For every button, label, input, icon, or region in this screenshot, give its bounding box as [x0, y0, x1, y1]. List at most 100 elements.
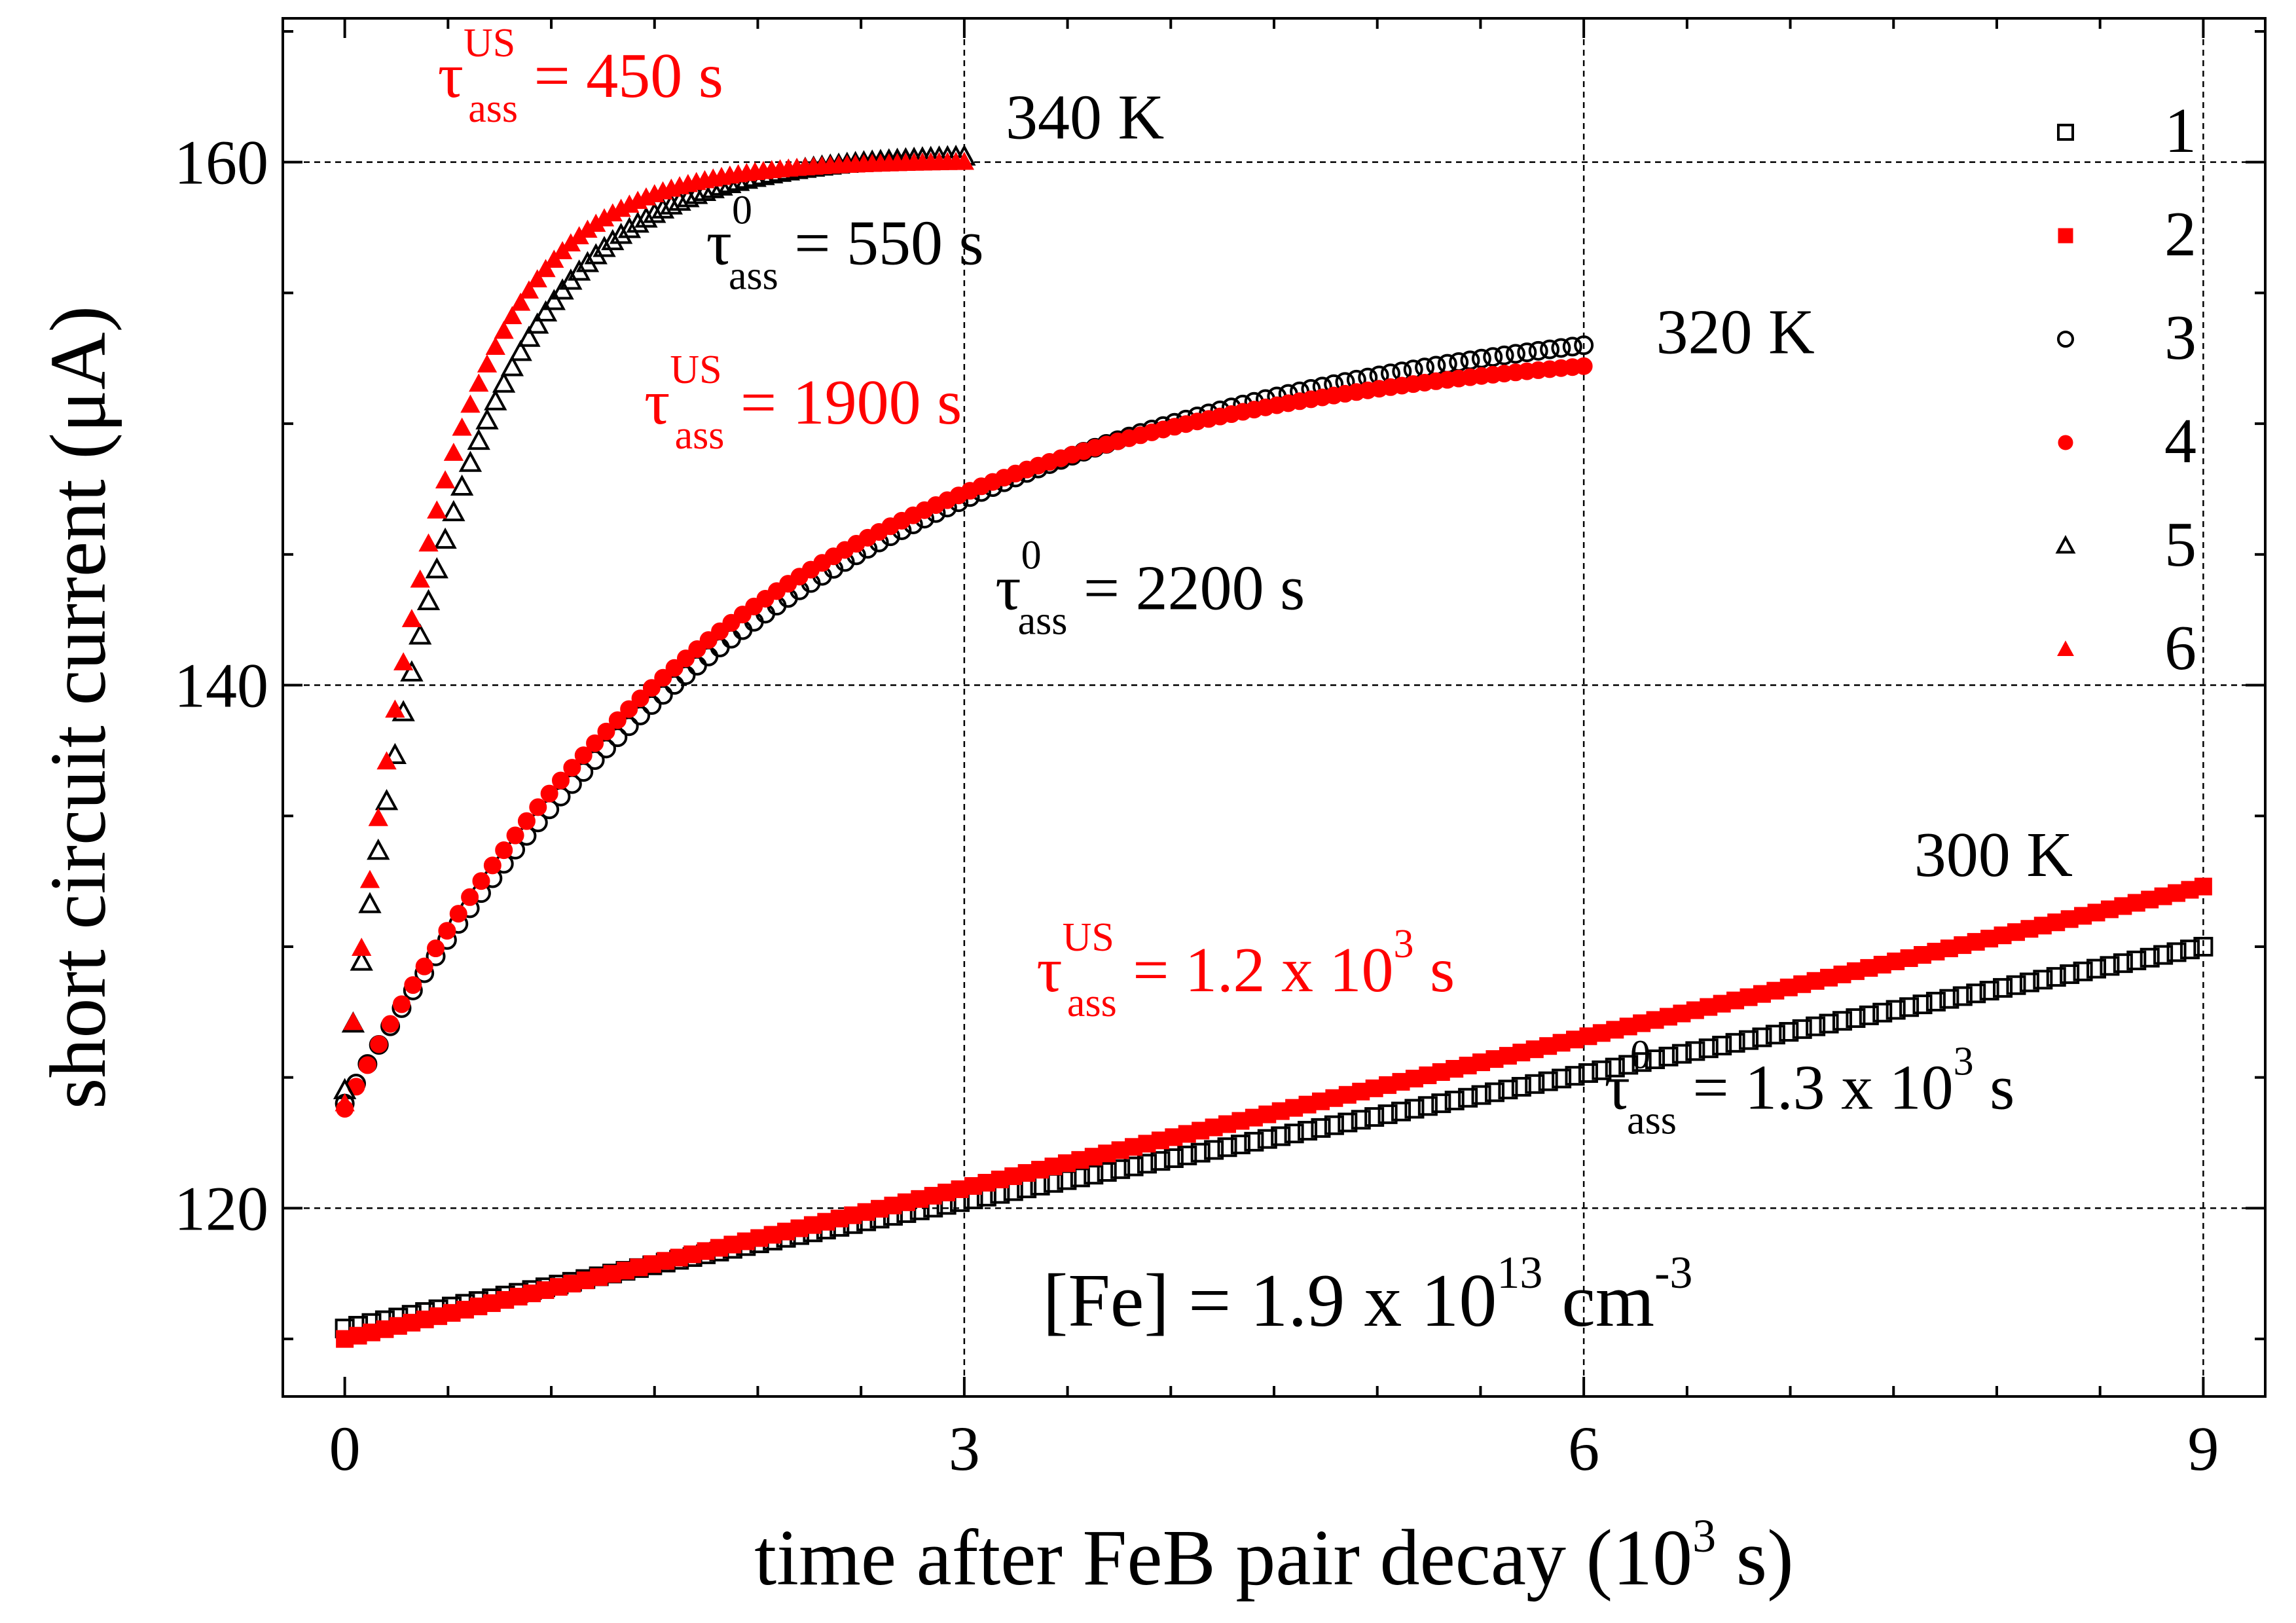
annotation-tau-us-450: τUS ass = 450 s — [438, 21, 723, 131]
series-4-point — [586, 734, 604, 752]
series-5-point — [467, 428, 490, 450]
series-5-point — [693, 179, 717, 201]
series-1-point — [1364, 1107, 1385, 1127]
legend-entry-2: 2 — [2058, 199, 2196, 270]
series-1-point — [1832, 1011, 1852, 1031]
series-4-point — [608, 711, 627, 729]
series-1-point — [1137, 1154, 1157, 1174]
series-5-point — [450, 474, 474, 496]
series-1-point — [2153, 945, 2174, 965]
legend-label-1: 1 — [2164, 96, 2196, 166]
series-1-point — [1391, 1101, 1412, 1122]
series-1-point — [1538, 1071, 1558, 1091]
series-4-point — [517, 812, 536, 830]
series-4-point — [642, 679, 661, 697]
series-4-point — [597, 722, 615, 740]
annotation-tau-0-550: τ0 ass = 550 s — [706, 188, 984, 298]
series-6-point — [427, 500, 447, 519]
series-4-point — [665, 659, 683, 677]
series-3-point — [1551, 338, 1571, 358]
series-1-point — [1645, 1049, 1666, 1069]
series-1-point — [1324, 1115, 1344, 1135]
series-1-point — [1110, 1159, 1131, 1179]
series-3-point — [1505, 344, 1525, 364]
series-5-point — [668, 189, 691, 211]
series-5-point — [526, 312, 549, 334]
series-3-point — [1528, 340, 1548, 361]
series-1-point — [1525, 1074, 1545, 1094]
x-tick-label-3: 3 — [949, 1413, 980, 1484]
legend-label-4: 4 — [2164, 406, 2196, 477]
series-1-point — [1819, 1013, 1839, 1034]
series-5-point — [500, 355, 524, 376]
legend-marker-1 — [2057, 124, 2074, 141]
series-1-point — [1739, 1030, 1759, 1050]
series-4-point — [552, 771, 570, 790]
annotation-tau-0-1300: τ0 ass = 1.3 x 103 s — [1605, 1033, 2015, 1143]
x-axis-label: time after FeB pair decay (103 s) — [754, 1510, 1794, 1602]
legend-label-2: 2 — [2164, 199, 2196, 270]
series-6 — [335, 151, 975, 1112]
series-4-point — [392, 995, 410, 1013]
series-5-point — [634, 206, 658, 228]
legend-marker-3 — [2057, 331, 2074, 348]
series-6-point — [452, 417, 472, 436]
series-1-point — [1204, 1140, 1224, 1160]
series-3-point — [1574, 335, 1594, 356]
series-1-point — [2019, 972, 2039, 993]
series-4-point — [427, 939, 445, 958]
series-1-point — [1190, 1142, 1211, 1163]
series-5-point — [458, 450, 483, 472]
series-1-point — [1377, 1104, 1398, 1124]
series-1-point — [1458, 1087, 1478, 1108]
legend-marker-5 — [2055, 535, 2076, 554]
series-1-point — [1631, 1052, 1652, 1072]
legend: 1 2 3 4 5 6 — [2055, 96, 2196, 684]
series-1-point — [1431, 1093, 1451, 1114]
series-6-point — [469, 373, 489, 392]
legend-entry-4: 4 — [2058, 406, 2196, 477]
series-2-point — [403, 1313, 421, 1332]
legend-entry-3: 3 — [2057, 302, 2196, 373]
series-1-point — [1993, 977, 2013, 998]
series-6-point — [494, 320, 514, 339]
series-1-point — [1552, 1068, 1572, 1089]
series-1-point — [1311, 1118, 1331, 1138]
series-1-point — [1484, 1082, 1504, 1103]
series-6-point — [385, 699, 405, 718]
series-1-point — [2193, 936, 2214, 957]
series-1-point — [1150, 1151, 1171, 1171]
series-5-point — [409, 623, 432, 645]
series-1-point — [1578, 1063, 1598, 1083]
series-4 — [336, 357, 1593, 1118]
plot-frame — [282, 17, 2267, 1398]
y-tick-label-160: 160 — [174, 128, 268, 198]
series-4-point — [381, 1015, 399, 1033]
annotation-temp-340: 340 K — [1006, 82, 1164, 153]
series-1-point — [2073, 961, 2093, 981]
series-1-point — [1123, 1156, 1144, 1176]
legend-entry-1: 1 — [2057, 96, 2196, 166]
series-1-point — [1685, 1041, 1705, 1061]
series-1-point — [2140, 947, 2160, 968]
series-6-point — [335, 1093, 355, 1112]
series-1-point — [1084, 1165, 1104, 1185]
series-5-point — [383, 742, 407, 765]
annotations: 340 K 320 K 300 K τUS ass = 450 s τ0 ass = 550… — [438, 21, 2073, 1343]
series-1-point — [1351, 1110, 1371, 1130]
series-5-point — [442, 500, 465, 522]
series-1-point — [1230, 1135, 1250, 1155]
series-1-point — [1979, 981, 1999, 1001]
series-1-point — [1952, 986, 1973, 1006]
series-4-point — [472, 872, 490, 890]
series-6-point — [536, 259, 556, 278]
series-6-point — [485, 337, 505, 356]
series-1-point — [1765, 1025, 1785, 1045]
series-5-point — [701, 177, 725, 198]
series-5-point — [626, 211, 649, 233]
series-3-point — [1494, 345, 1514, 365]
series-5-point — [617, 217, 642, 238]
series-5-point — [367, 838, 390, 860]
legend-label-6: 6 — [2164, 613, 2196, 684]
series-2-point — [376, 1320, 394, 1338]
